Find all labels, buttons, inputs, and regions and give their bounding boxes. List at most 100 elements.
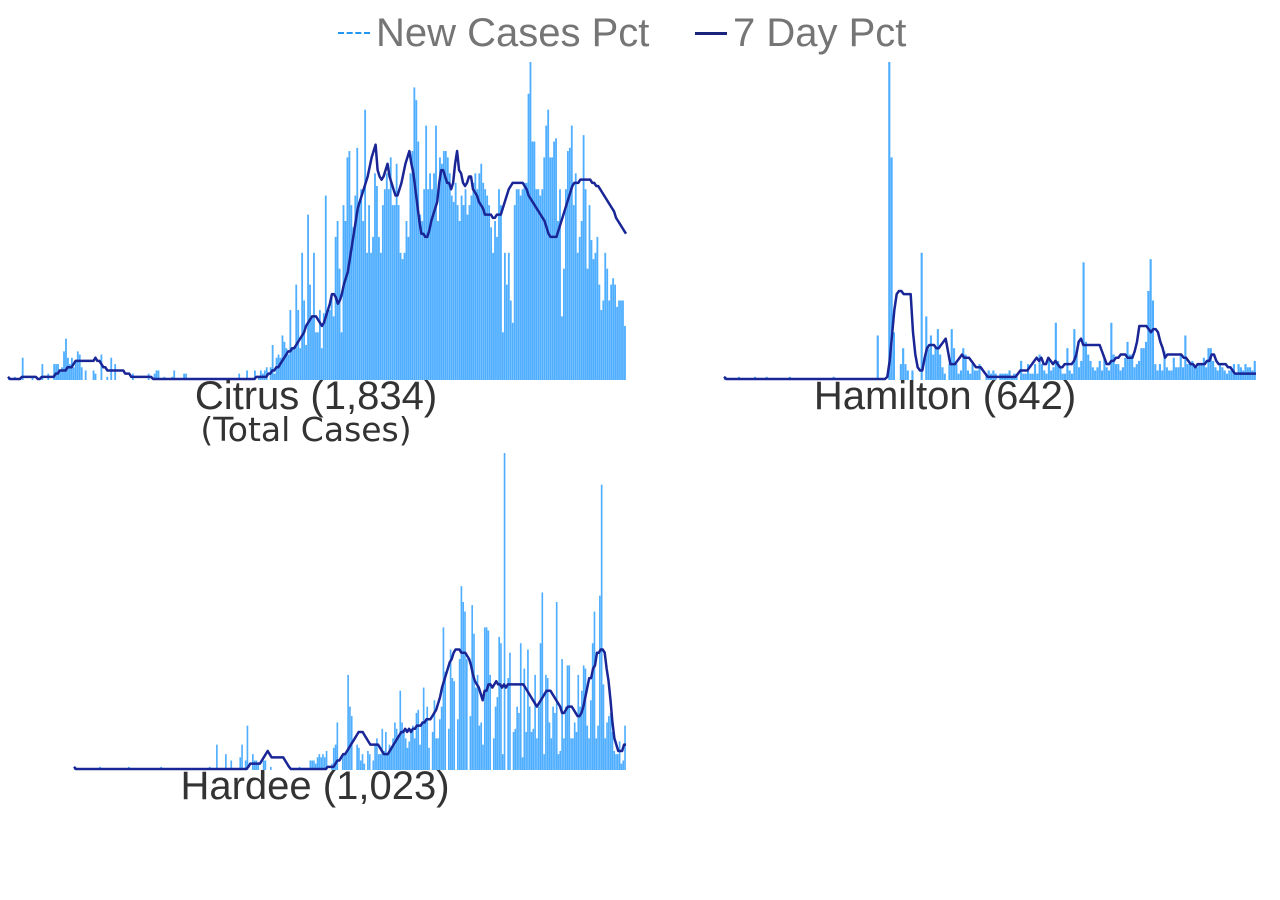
bar-hardee-259 bbox=[539, 643, 542, 770]
bar-citrus-166 bbox=[334, 236, 337, 380]
bar-citrus-228 bbox=[456, 205, 459, 380]
bar-hamilton-137 bbox=[1040, 364, 1044, 380]
bar-citrus-174 bbox=[350, 205, 353, 380]
bar-hardee-159 bbox=[359, 760, 362, 770]
bar-citrus-196 bbox=[393, 205, 396, 380]
bar-citrus-130 bbox=[263, 370, 266, 380]
bar-hardee-167 bbox=[374, 744, 376, 770]
bar-hardee-195 bbox=[424, 722, 427, 770]
bar-citrus-146 bbox=[295, 284, 298, 380]
bar-hardee-275 bbox=[568, 665, 571, 770]
bar-citrus-224 bbox=[448, 173, 451, 380]
chart-hamilton bbox=[723, 62, 1256, 381]
bar-hardee-161 bbox=[363, 763, 366, 770]
bar-hardee-206 bbox=[444, 671, 447, 770]
bar-citrus-310 bbox=[618, 300, 620, 380]
bar-citrus-287 bbox=[572, 205, 575, 380]
bar-hardee-299 bbox=[611, 731, 614, 770]
bar-citrus-131 bbox=[265, 367, 268, 380]
bar-citrus-200 bbox=[401, 259, 404, 380]
bar-citrus-194 bbox=[389, 157, 392, 380]
bar-hamilton-211 bbox=[1212, 360, 1215, 380]
bar-hardee-228 bbox=[483, 627, 486, 770]
bar-citrus-229 bbox=[458, 221, 461, 380]
chart-citrus bbox=[7, 62, 628, 381]
bar-citrus-213 bbox=[427, 189, 430, 380]
bar-hamilton-146 bbox=[1061, 373, 1064, 380]
legend: New Cases Pct 7 Day Pct bbox=[0, 10, 1280, 56]
bar-hardee-289 bbox=[593, 611, 596, 770]
bar-citrus-54 bbox=[114, 364, 117, 380]
bar-citrus-35 bbox=[76, 351, 79, 380]
bar-hamilton-203 bbox=[1193, 367, 1196, 380]
bar-hardee-200 bbox=[433, 700, 436, 770]
bar-hardee-236 bbox=[498, 636, 500, 770]
bar-hardee-93 bbox=[241, 744, 243, 770]
bar-citrus-165 bbox=[332, 316, 335, 380]
bar-citrus-276 bbox=[551, 157, 554, 380]
bar-citrus-159 bbox=[320, 348, 323, 380]
bar-hardee-186 bbox=[408, 741, 411, 770]
bar-citrus-245 bbox=[490, 227, 493, 380]
bar-hamilton-171 bbox=[1119, 370, 1122, 380]
legend-item-new-cases[interactable]: New Cases Pct bbox=[338, 10, 649, 56]
bar-hamilton-98 bbox=[950, 329, 953, 380]
bar-hamilton-156 bbox=[1084, 341, 1087, 380]
bar-hardee-187 bbox=[410, 728, 412, 770]
bar-hardee-92 bbox=[239, 757, 242, 770]
legend-item-7-day[interactable]: 7 Day Pct bbox=[695, 10, 906, 56]
bar-citrus-286 bbox=[570, 125, 573, 380]
bar-citrus-175 bbox=[352, 227, 355, 380]
bar-citrus-218 bbox=[437, 221, 439, 380]
bar-citrus-222 bbox=[444, 151, 447, 380]
bar-hardee-283 bbox=[582, 665, 585, 770]
bar-hardee-203 bbox=[439, 719, 441, 770]
bar-citrus-33 bbox=[72, 367, 75, 380]
bar-hardee-270 bbox=[559, 750, 562, 770]
bar-hardee-193 bbox=[421, 722, 423, 770]
bar-citrus-202 bbox=[405, 221, 408, 380]
bar-hamilton-197 bbox=[1179, 354, 1182, 380]
bar-hardee-221 bbox=[471, 605, 474, 770]
bar-citrus-263 bbox=[525, 182, 528, 380]
bar-hardee-150 bbox=[343, 754, 346, 770]
bar-hamilton-88 bbox=[927, 348, 930, 380]
bar-citrus-209 bbox=[419, 214, 422, 380]
bar-hardee-95 bbox=[244, 760, 247, 770]
bar-hardee-188 bbox=[412, 725, 414, 770]
bar-citrus-153 bbox=[309, 284, 311, 380]
bar-hamilton-215 bbox=[1221, 367, 1224, 380]
bar-hardee-249 bbox=[521, 757, 524, 770]
bar-citrus-143 bbox=[289, 310, 292, 380]
bar-hardee-210 bbox=[451, 678, 454, 770]
bar-hamilton-207 bbox=[1202, 357, 1205, 380]
bar-citrus-278 bbox=[555, 138, 557, 380]
bar-citrus-90 bbox=[185, 373, 187, 380]
bar-hardee-160 bbox=[361, 754, 364, 770]
bar-citrus-138 bbox=[279, 357, 282, 380]
bar-hardee-250 bbox=[523, 668, 526, 770]
bar-hardee-174 bbox=[386, 754, 389, 770]
bar-hardee-235 bbox=[496, 697, 499, 770]
bar-citrus-189 bbox=[379, 252, 382, 380]
bar-hardee-285 bbox=[586, 725, 589, 770]
chart-hardee bbox=[73, 453, 626, 771]
bar-citrus-256 bbox=[511, 322, 514, 380]
bar-hardee-263 bbox=[546, 678, 549, 770]
bar-hamilton-181 bbox=[1142, 348, 1145, 380]
bar-hamilton-81 bbox=[911, 370, 914, 380]
bar-hamilton-153 bbox=[1077, 367, 1081, 380]
bar-hamilton-169 bbox=[1114, 364, 1118, 380]
bar-hamilton-198 bbox=[1181, 367, 1185, 380]
bar-citrus-249 bbox=[498, 189, 500, 380]
bar-hardee-267 bbox=[554, 712, 556, 770]
bar-citrus-285 bbox=[568, 147, 571, 380]
bar-hardee-189 bbox=[413, 738, 416, 770]
bar-citrus-191 bbox=[383, 189, 386, 380]
bar-hamilton-145 bbox=[1059, 367, 1062, 380]
bar-citrus-89 bbox=[183, 373, 185, 380]
bar-hamilton-76 bbox=[899, 364, 902, 380]
bar-hamilton-201 bbox=[1188, 364, 1192, 380]
bar-citrus-186 bbox=[374, 173, 376, 380]
bar-citrus-246 bbox=[492, 252, 494, 380]
